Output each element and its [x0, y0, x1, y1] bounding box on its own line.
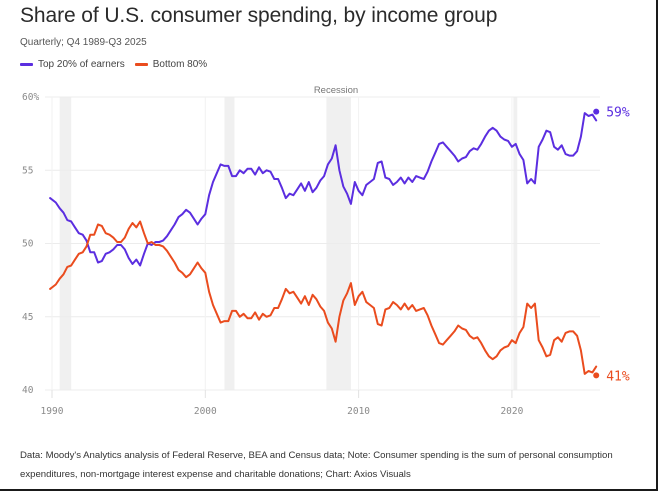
- line-chart: 40 45 50 55 60% 1990 2000 2010 2020 Recession 59…: [22, 85, 630, 417]
- y-tick-label: 50: [22, 239, 34, 250]
- recession-label: Recession: [314, 85, 358, 96]
- y-tick-label: 60%: [22, 92, 39, 103]
- gridlines: [45, 96, 600, 391]
- end-point-top-20: [593, 108, 600, 115]
- x-tick-label: 1990: [41, 406, 64, 417]
- end-point-bottom-80: [593, 372, 600, 379]
- x-tick-label: 2010: [347, 406, 370, 417]
- legend-label-bottom-80: Bottom 80%: [152, 59, 208, 70]
- legend-item-top-20: Top 20% of earners: [20, 59, 125, 70]
- legend-item-bottom-80: Bottom 80%: [134, 59, 208, 70]
- x-tick-label: 2000: [194, 406, 217, 417]
- series-line-bottom-80: [49, 220, 598, 375]
- source-note: Data: Moody's Analytics analysis of Fede…: [20, 450, 613, 480]
- end-label-bottom-80: 41%: [606, 369, 630, 384]
- y-tick-label: 45: [22, 312, 33, 323]
- legend-label-top-20: Top 20% of earners: [38, 59, 125, 70]
- legend: Top 20% of earners Bottom 80%: [20, 59, 217, 70]
- y-tick-label: 55: [22, 165, 33, 176]
- x-tick-label: 2020: [500, 406, 523, 417]
- end-label-top-20: 59%: [606, 106, 630, 121]
- legend-swatch-top-20: [20, 63, 33, 66]
- axes: 40 45 50 55 60% 1990 2000 2010 2020: [22, 92, 524, 417]
- y-tick-label: 40: [22, 385, 34, 396]
- series-line-top-20: [49, 112, 598, 267]
- legend-swatch-bottom-80: [134, 63, 148, 66]
- series: 59% 41%: [49, 106, 630, 384]
- chart-subtitle: Quarterly; Q4 1989-Q3 2025: [20, 37, 147, 48]
- chart-title: Share of U.S. consumer spending, by inco…: [20, 4, 498, 27]
